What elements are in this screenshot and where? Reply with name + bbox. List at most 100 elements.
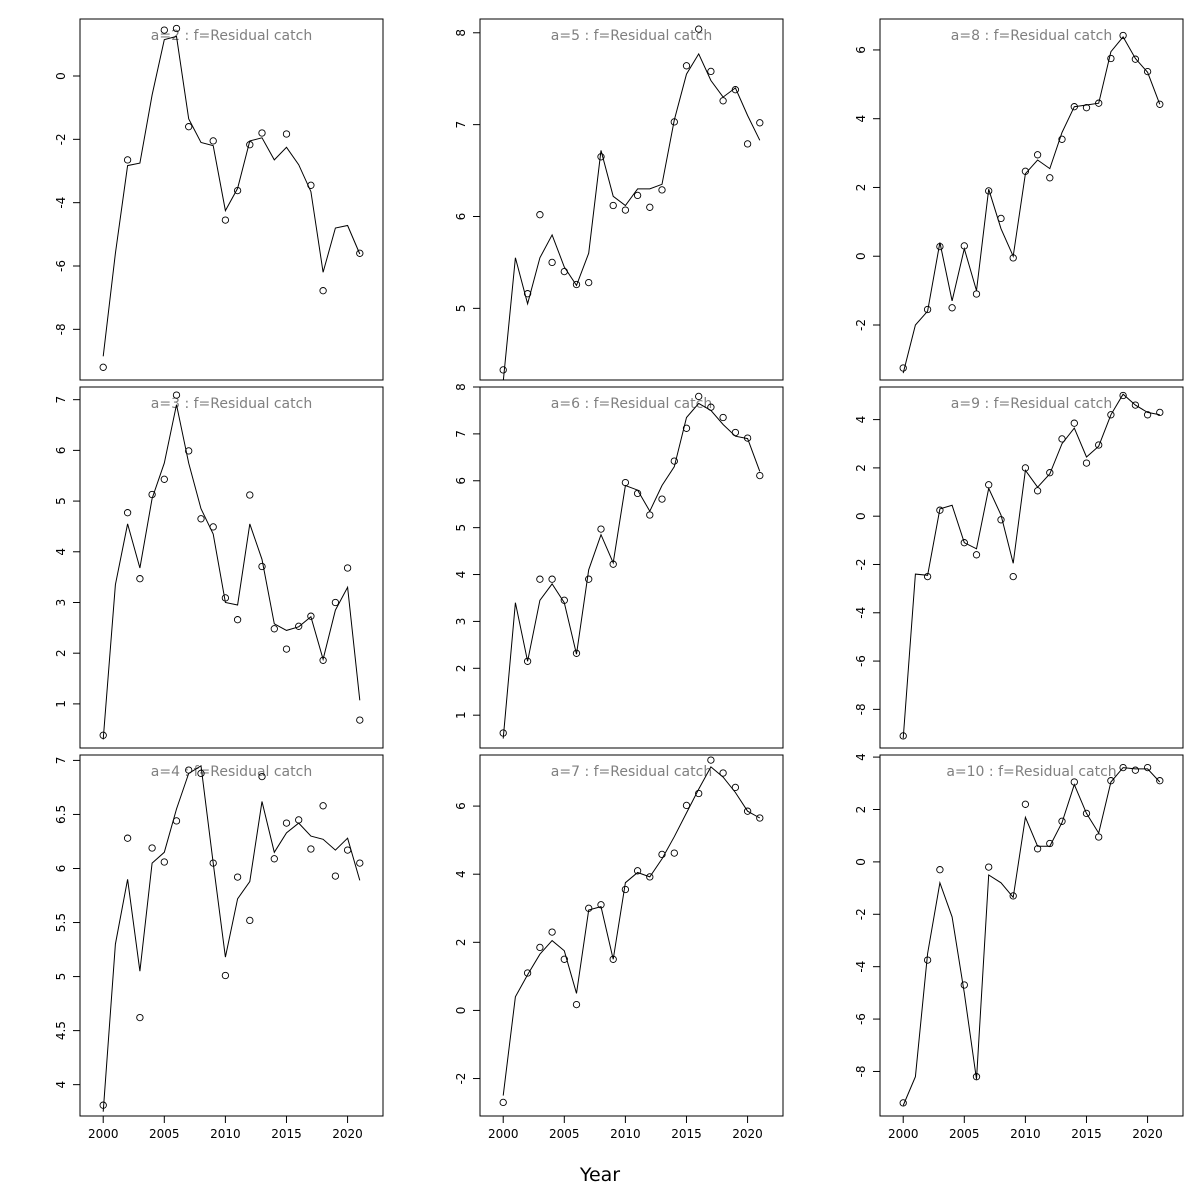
observed-point [1070, 778, 1078, 786]
observed-point [1095, 833, 1103, 841]
y-tick-label: 5 [54, 497, 68, 505]
y-tick-label: 3 [454, 618, 468, 626]
observed-point [695, 789, 703, 798]
y-tick-label: -2 [854, 908, 868, 920]
observed-point [270, 625, 278, 633]
observed-point [148, 490, 156, 499]
y-tick-label: -6 [854, 655, 868, 667]
y-tick-label: 6 [454, 213, 468, 221]
y-tick-label: 4 [854, 416, 868, 424]
observed-point [621, 478, 630, 487]
observed-point [936, 506, 944, 514]
observed-point [695, 25, 703, 33]
observed-point [99, 363, 107, 371]
observed-point [295, 622, 303, 630]
observed-point [719, 413, 727, 422]
observed-point [899, 1099, 907, 1107]
observed-point [136, 1013, 144, 1022]
fitted-line [102, 764, 361, 1112]
observed-point [936, 242, 944, 251]
observed-point [1009, 892, 1017, 900]
observed-point [899, 364, 907, 372]
observed-point [1095, 441, 1103, 449]
observed-point [560, 955, 568, 963]
observed-point [1082, 104, 1091, 112]
panel-frame [879, 754, 1184, 1117]
observed-point [1082, 809, 1091, 818]
observed-point [1131, 55, 1140, 63]
observed-point [1021, 167, 1030, 175]
panel-title: a=10 : f=Residual catch [946, 764, 1116, 780]
y-tick-label: 7 [454, 430, 468, 438]
panel-grid: a=2 : f=Residual catch -8 -6 -4 -2 0 a=5 : f=R… [54, 18, 1184, 1141]
observed-point [523, 290, 532, 298]
y-tick-label: 5 [454, 524, 468, 532]
observed-point [1143, 763, 1152, 772]
y-tick-label: 4 [854, 115, 868, 123]
observed-point [548, 258, 556, 267]
observed-point [960, 242, 968, 250]
fitted-line [902, 767, 1161, 1106]
observed-point [185, 447, 193, 455]
observed-point [1156, 408, 1164, 417]
observed-point [99, 1101, 107, 1109]
observed-point [609, 955, 617, 963]
x-tick-label: 2005 [549, 1127, 580, 1141]
observed-point [682, 62, 691, 70]
observed-point [646, 873, 654, 881]
x-tick-label: 2000 [488, 1127, 519, 1141]
observed-point [731, 783, 740, 792]
observed-point [997, 516, 1005, 524]
observed-point [319, 802, 327, 810]
y-tick-label: 7 [54, 396, 68, 404]
panel-title: a=5 : f=Residual catch [551, 28, 712, 44]
observed-point [1119, 763, 1127, 772]
observed-point [585, 575, 593, 583]
observed-point [743, 140, 752, 148]
panel-frame [879, 18, 1184, 381]
panel-frame [479, 18, 784, 381]
y-tick-label: -2 [854, 558, 868, 570]
observed-point [972, 290, 981, 298]
y-tick-label: -6 [54, 260, 68, 272]
y-tick-label: -4 [54, 197, 68, 209]
observed-point [585, 278, 593, 287]
observed-point [258, 562, 266, 571]
x-tick-label: 2005 [949, 1127, 980, 1141]
y-tick-label: 8 [454, 383, 468, 391]
fitted-line [502, 52, 761, 380]
x-tick-label: 2000 [888, 1127, 919, 1141]
observed-point [572, 280, 581, 289]
observed-point [356, 859, 364, 867]
x-tick-label: 2000 [88, 1127, 119, 1141]
y-tick-label: 0 [854, 252, 868, 260]
observed-point [997, 214, 1005, 223]
observed-point [948, 304, 956, 312]
observed-point [572, 649, 581, 657]
observed-point [743, 807, 752, 815]
panel-title: a=8 : f=Residual catch [951, 28, 1112, 44]
y-tick-label: 8 [454, 29, 468, 37]
observed-point [197, 515, 205, 523]
observed-point [670, 457, 678, 465]
observed-point [99, 731, 107, 739]
fitted-line [902, 393, 1160, 739]
y-tick-label: 7 [54, 757, 68, 765]
observed-point [719, 97, 727, 105]
observed-point [499, 366, 507, 374]
y-tick-label: -8 [854, 703, 868, 715]
observed-point [670, 849, 678, 857]
observed-point [646, 511, 654, 519]
observed-point [731, 428, 740, 437]
x-tick-label: 2015 [671, 1127, 702, 1141]
panel-6: a=9 : f=Residual catch -8 -6 -4 -2 0 2 4 [854, 386, 1184, 749]
observed-point [1046, 469, 1054, 477]
observed-point [221, 216, 230, 224]
observed-point [1107, 777, 1115, 785]
observed-point [123, 509, 132, 517]
observed-point [209, 523, 217, 531]
y-tick-label: 4 [854, 753, 868, 761]
observed-point [585, 904, 593, 912]
observed-point [548, 575, 556, 583]
observed-point [1156, 100, 1164, 108]
